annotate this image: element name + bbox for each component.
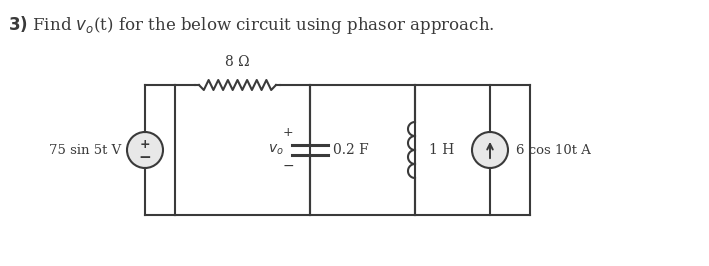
Text: +: + bbox=[140, 138, 150, 151]
Text: $v_o$: $v_o$ bbox=[268, 143, 284, 157]
Text: −: − bbox=[282, 159, 294, 173]
Text: 8 Ω: 8 Ω bbox=[225, 55, 250, 69]
Text: 6 cos 10t A: 6 cos 10t A bbox=[516, 143, 591, 156]
Text: 0.2 F: 0.2 F bbox=[333, 143, 369, 157]
Text: 1 H: 1 H bbox=[429, 143, 454, 157]
Text: $\mathbf{3)}$ Find $v_o$(t) for the below circuit using phasor approach.: $\mathbf{3)}$ Find $v_o$(t) for the belo… bbox=[8, 14, 494, 36]
Text: 75 sin 5t V: 75 sin 5t V bbox=[49, 143, 121, 156]
Circle shape bbox=[472, 132, 508, 168]
Text: −: − bbox=[139, 149, 152, 164]
Text: +: + bbox=[283, 126, 294, 139]
Circle shape bbox=[127, 132, 163, 168]
